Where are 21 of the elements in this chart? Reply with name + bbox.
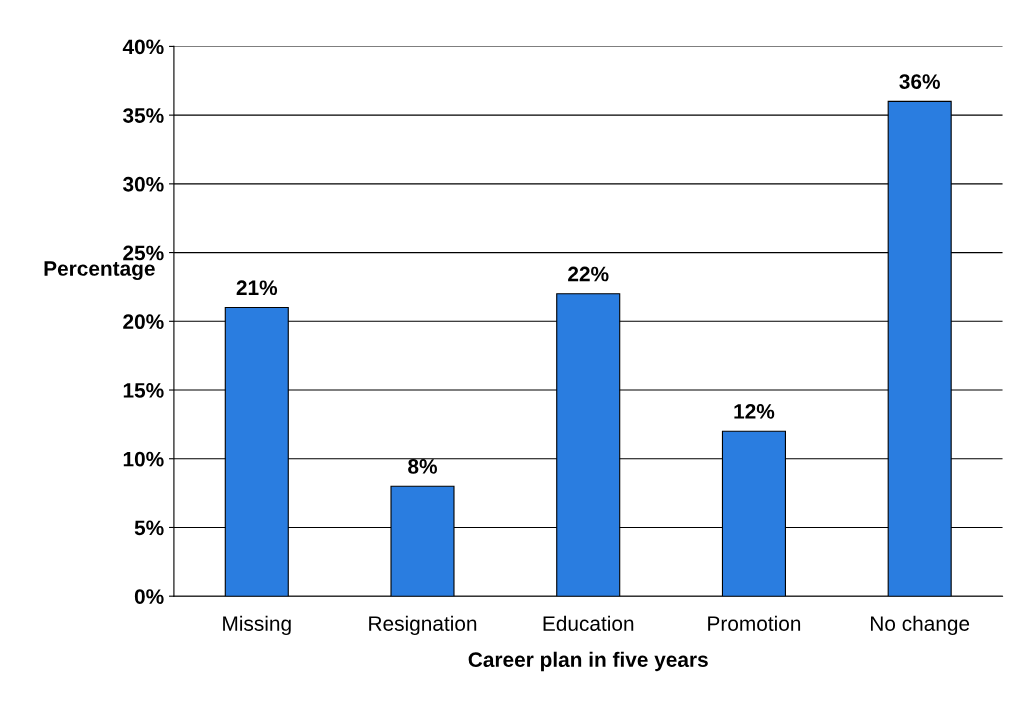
x-axis-title: Career plan in five years	[468, 651, 708, 672]
data-label: 8%	[408, 459, 438, 474]
y-tick-label: 20%	[123, 314, 164, 330]
y-tick-label: 40%	[122, 39, 164, 55]
y-tick-label: 35%	[122, 108, 164, 123]
y-tick-label: 15%	[123, 383, 164, 398]
data-label: 21%	[236, 280, 278, 296]
data-label: 36%	[899, 74, 940, 89]
x-tick-label: Resignation	[369, 615, 477, 636]
x-tick-label: No change	[871, 615, 970, 636]
data-label: 22%	[568, 266, 609, 282]
y-tick-label: 10%	[123, 451, 164, 467]
y-axis-title: Percentage	[44, 261, 155, 281]
x-tick-label: Promotion	[708, 615, 801, 631]
x-tick-label: Missing	[223, 615, 291, 636]
y-tick-label: 0%	[134, 589, 164, 604]
y-tick-label: 25%	[123, 245, 164, 261]
y-tick-label: 30%	[122, 176, 164, 192]
x-tick-label: Education	[543, 615, 634, 631]
data-label: 12%	[734, 404, 775, 419]
y-tick-label: 5%	[134, 520, 164, 536]
